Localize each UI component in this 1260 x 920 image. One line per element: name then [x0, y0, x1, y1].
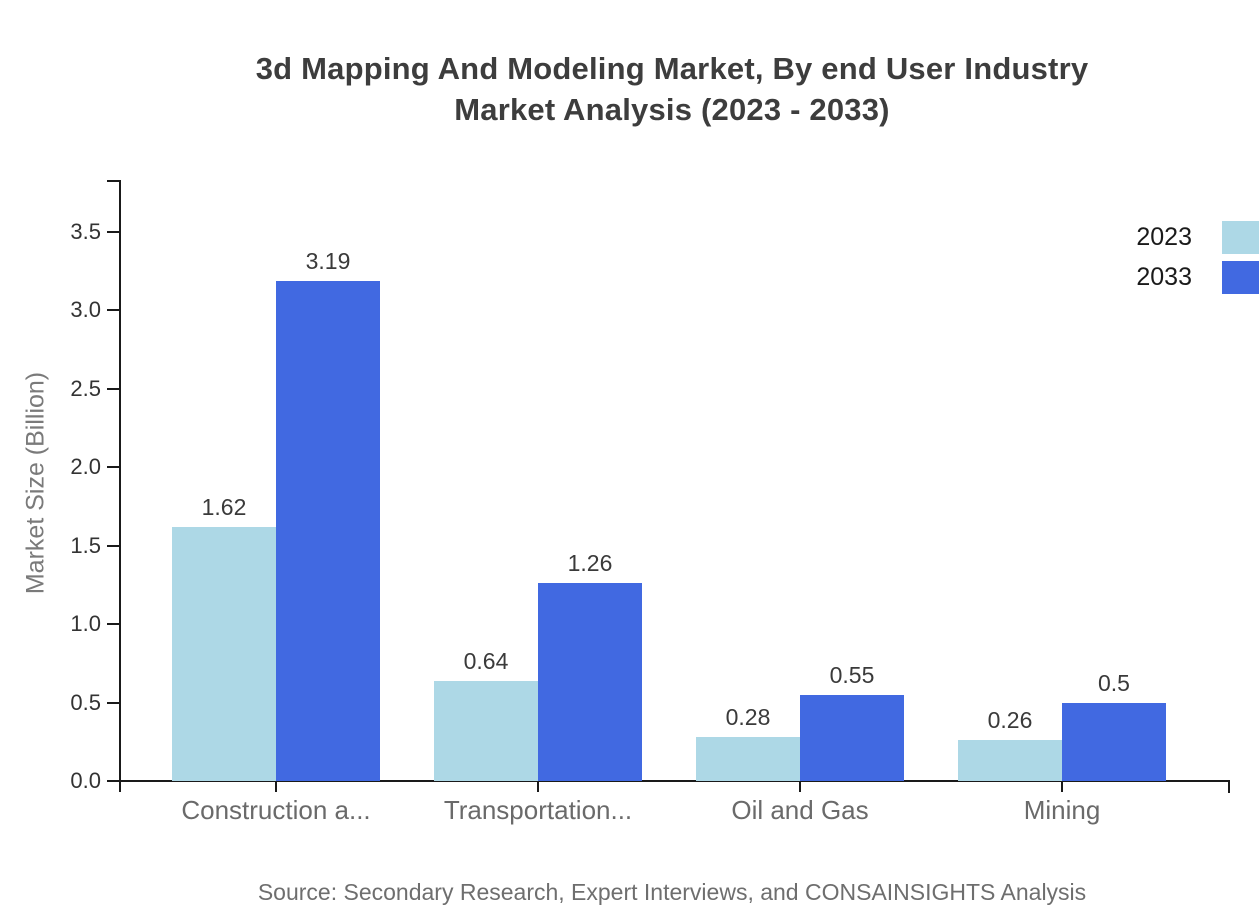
y-axis-line: [119, 181, 121, 792]
value-label: 0.5: [1098, 670, 1130, 696]
x-tick: [1061, 781, 1063, 792]
value-label: 0.28: [725, 704, 771, 730]
y-tick-label: 2.5: [70, 376, 101, 401]
value-label: 1.26: [567, 550, 613, 576]
x-tick: [537, 781, 539, 792]
value-label: 3.19: [305, 248, 351, 274]
y-tick: [107, 466, 120, 468]
y-tick: [107, 623, 120, 625]
y-tick: [107, 309, 120, 311]
y-tick: [107, 231, 120, 233]
legend-label-2033: 2033: [1136, 263, 1192, 291]
value-label: 0.26: [987, 707, 1033, 733]
y-tick-label: 2.0: [70, 454, 101, 479]
y-tick-label: 3.5: [70, 219, 101, 244]
y-axis-title: Market Size (Billion): [21, 371, 50, 595]
value-label: 0.64: [463, 648, 509, 674]
bar-2033-construction-a: [276, 281, 380, 781]
x-axis-line: [107, 780, 1230, 782]
y-tick: [107, 702, 120, 704]
bar-2023-mining: [958, 740, 1062, 781]
category-label: Mining: [1023, 795, 1101, 825]
bar-2033-oil-and-gas: [800, 695, 904, 781]
x-tick: [275, 781, 277, 792]
chart-title-line1: 3d Mapping And Modeling Market, By end U…: [255, 51, 1089, 86]
bar-2033-mining: [1062, 703, 1166, 781]
y-axis-endcap-tick: [107, 180, 121, 182]
legend-swatch-2033: [1222, 261, 1259, 294]
x-axis-endcap-tick: [1228, 781, 1230, 793]
category-label: Oil and Gas: [731, 795, 869, 825]
source-note: Source: Secondary Research, Expert Inter…: [257, 879, 1087, 905]
y-tick-label: 0.5: [70, 690, 101, 715]
category-label: Transportation...: [443, 795, 633, 825]
value-label: 1.62: [201, 494, 247, 520]
y-tick: [107, 780, 120, 782]
legend-swatch-2023: [1222, 221, 1259, 254]
y-tick-label: 1.0: [70, 611, 101, 636]
bar-2023-construction-a: [172, 527, 276, 781]
chart-title-line2: Market Analysis (2023 - 2033): [454, 92, 890, 127]
bar-2023-transportation: [434, 681, 538, 781]
y-tick-label: 3.0: [70, 297, 101, 322]
y-tick: [107, 545, 120, 547]
bar-2023-oil-and-gas: [696, 737, 800, 781]
legend-label-2023: 2023: [1136, 223, 1192, 251]
value-label: 0.55: [829, 662, 875, 688]
y-tick-label: 1.5: [70, 533, 101, 558]
y-tick: [107, 388, 120, 390]
x-tick: [799, 781, 801, 792]
bar-2033-transportation: [538, 583, 642, 781]
category-label: Construction a...: [181, 795, 371, 825]
chart-title: 3d Mapping And Modeling Market, By end U…: [120, 48, 1224, 130]
y-tick-label: 0.0: [70, 768, 101, 793]
